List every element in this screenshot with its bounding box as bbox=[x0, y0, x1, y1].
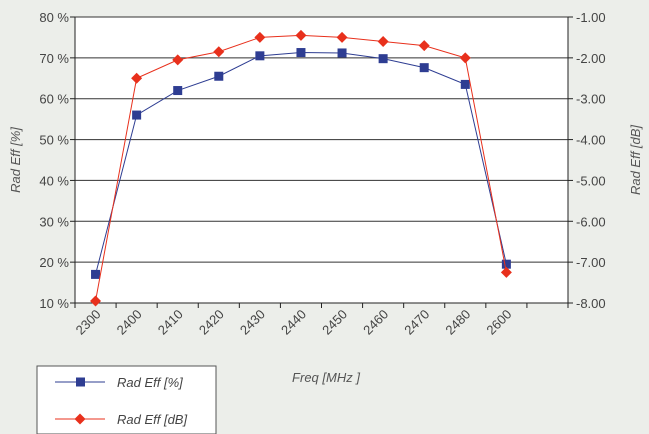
data-point-diamond bbox=[172, 54, 184, 66]
data-point-square bbox=[132, 110, 142, 120]
right-tick-label: -5.00 bbox=[576, 173, 606, 188]
legend-marker-diamond bbox=[74, 413, 86, 425]
data-point-square bbox=[255, 51, 265, 61]
left-tick-label: 80 % bbox=[39, 10, 69, 25]
data-point-diamond bbox=[459, 52, 471, 64]
plot-area bbox=[75, 17, 568, 303]
data-point-square bbox=[337, 48, 347, 58]
data-point-square bbox=[501, 259, 511, 269]
x-tick-label: 2480 bbox=[442, 307, 473, 338]
data-point-diamond bbox=[295, 29, 307, 41]
right-tick-label: -6.00 bbox=[576, 214, 606, 229]
legend-marker-square bbox=[76, 377, 85, 387]
legend-box bbox=[36, 365, 217, 434]
legend: Rad Eff [%] Rad Eff [dB] bbox=[36, 365, 217, 434]
x-axis-label: Freq [MHz ] bbox=[292, 370, 360, 385]
data-point-diamond bbox=[500, 266, 512, 278]
left-tick-label: 20 % bbox=[39, 255, 69, 270]
legend-label: Rad Eff [%] bbox=[117, 375, 183, 390]
data-point-square bbox=[173, 86, 183, 96]
data-point-square bbox=[91, 269, 101, 279]
x-tick-label: 2450 bbox=[319, 307, 350, 338]
data-point-diamond bbox=[90, 295, 102, 307]
right-tick-label: -2.00 bbox=[576, 51, 606, 66]
y-axis-label-right: Rad Eff [dB] bbox=[628, 125, 643, 195]
data-point-diamond bbox=[336, 31, 348, 43]
data-point-square bbox=[378, 54, 388, 64]
left-tick-label: 50 % bbox=[39, 133, 69, 148]
data-point-diamond bbox=[213, 46, 225, 58]
x-tick-label: 2440 bbox=[278, 307, 309, 338]
data-point-square bbox=[460, 79, 470, 89]
left-tick-label: 10 % bbox=[39, 296, 69, 311]
right-tick-label: -1.00 bbox=[576, 10, 606, 25]
x-tick-label: 2410 bbox=[155, 307, 186, 338]
data-point-diamond bbox=[254, 31, 266, 43]
x-tick-label: 2470 bbox=[401, 307, 432, 338]
x-tick-label: 2400 bbox=[114, 307, 145, 338]
data-point-square bbox=[214, 71, 224, 81]
right-tick-label: -7.00 bbox=[576, 255, 606, 270]
right-tick-label: -4.00 bbox=[576, 133, 606, 148]
series-layer bbox=[90, 29, 512, 307]
data-point-diamond bbox=[131, 72, 143, 84]
legend-label: Rad Eff [dB] bbox=[117, 412, 187, 427]
left-tick-label: 60 % bbox=[39, 92, 69, 107]
right-tick-label: -3.00 bbox=[576, 92, 606, 107]
x-tick-label: 2420 bbox=[196, 307, 227, 338]
data-point-square bbox=[419, 63, 429, 73]
right-tick-label: -8.00 bbox=[576, 296, 606, 311]
data-point-diamond bbox=[377, 36, 389, 48]
x-axis-ticks: 2300 2400 2410 2420 2430 2440 2450 2460 2470 2480… bbox=[73, 303, 569, 338]
right-axis-ticks: -8.00 -7.00 -6.00 -5.00 -4.00 -3.00 -2.00 -1.00 bbox=[568, 10, 606, 311]
x-tick-label: 2460 bbox=[360, 307, 391, 338]
x-tick-label: 2300 bbox=[73, 307, 104, 338]
gridlines bbox=[74, 16, 569, 304]
left-tick-label: 30 % bbox=[39, 214, 69, 229]
y-axis-label-left: Rad Eff [%] bbox=[8, 127, 23, 193]
x-tick-label: 2430 bbox=[237, 307, 268, 338]
left-tick-label: 40 % bbox=[39, 173, 69, 188]
data-point-square bbox=[296, 48, 306, 58]
left-axis-ticks: 10 % 20 % 30 % 40 % 50 % 60 % 70 % 80 % bbox=[39, 10, 75, 311]
left-tick-label: 70 % bbox=[39, 51, 69, 66]
x-tick-label: 2600 bbox=[483, 307, 514, 338]
data-point-diamond bbox=[418, 40, 430, 52]
